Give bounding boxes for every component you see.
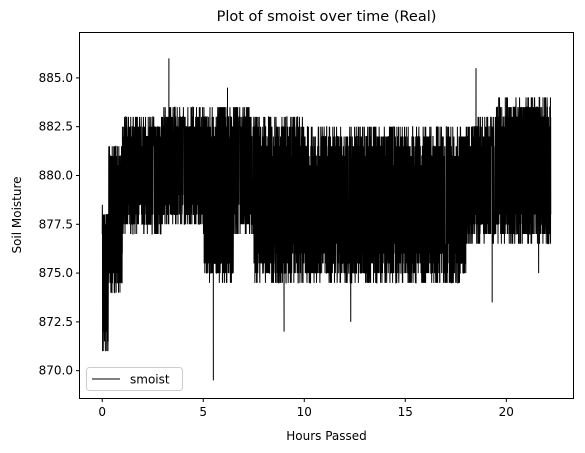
y-tick-label: 882.5 (39, 120, 73, 134)
y-tick-label: 870.0 (39, 364, 73, 378)
series-line-smoist (101, 58, 552, 381)
y-tick-label: 885.0 (39, 71, 73, 85)
y-axis-ticks: 870.0 872.5 875.0 877.5 880.0 882.5 885.0 (39, 71, 80, 378)
x-tick-label: 5 (199, 405, 207, 419)
x-tick-label: 0 (98, 405, 106, 419)
y-tick-label: 877.5 (39, 217, 73, 231)
legend: smoist (86, 367, 183, 391)
chart-title: Plot of smoist over time (Real) (217, 9, 437, 25)
y-tick-label: 872.5 (39, 315, 73, 329)
axes-frame (79, 32, 574, 399)
y-tick-label: 875.0 (39, 266, 73, 280)
plot-area (101, 58, 552, 381)
legend-box (86, 367, 183, 391)
x-tick-label: 20 (499, 405, 514, 419)
x-tick-label: 10 (297, 405, 312, 419)
y-axis-label: Soil Moisture (10, 176, 24, 253)
x-tick-label: 15 (398, 405, 413, 419)
y-tick-label: 880.0 (39, 168, 73, 182)
legend-label-smoist: smoist (130, 373, 170, 387)
x-axis-label: Hours Passed (286, 429, 367, 443)
x-axis-ticks: 0 5 10 15 20 (98, 398, 514, 419)
